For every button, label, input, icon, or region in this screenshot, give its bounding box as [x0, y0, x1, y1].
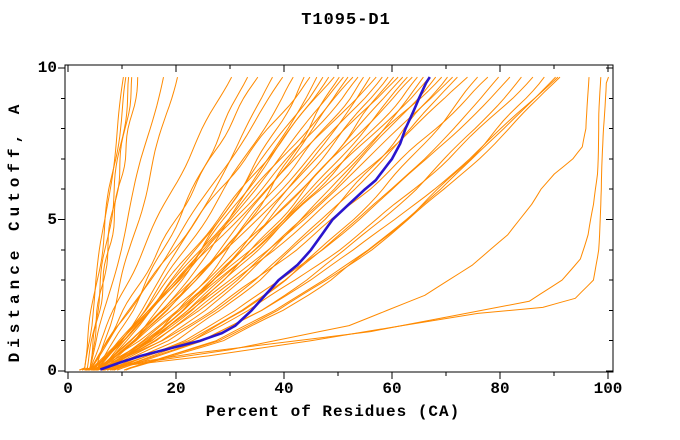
model-curve — [79, 77, 124, 371]
model-curve — [104, 76, 340, 371]
x-axis-label: Percent of Residues (CA) — [205, 403, 461, 421]
x-tick-label: 40 — [274, 380, 294, 398]
outlier-curve — [89, 76, 609, 370]
y-tick-label: 10 — [37, 59, 57, 77]
outlier-curve — [92, 77, 602, 370]
model-curve — [106, 76, 534, 371]
x-tick-label: 20 — [166, 380, 186, 398]
plot-title: T1095-D1 — [301, 11, 391, 30]
outlier-curve — [94, 77, 590, 370]
model-curve — [113, 76, 478, 371]
y-axis-label: Distance Cutoff, A — [6, 99, 24, 363]
model-curve — [109, 76, 499, 371]
x-tick-label: 100 — [593, 380, 623, 398]
model-curve — [94, 76, 413, 371]
model-curve — [97, 76, 354, 371]
model-curve — [102, 76, 424, 371]
model-curve — [90, 76, 178, 371]
model-curve — [93, 76, 399, 371]
model-curve — [85, 76, 233, 371]
model-curve — [101, 76, 404, 371]
model-curve — [79, 77, 127, 371]
plot-frame — [64, 64, 614, 373]
model-curve — [86, 76, 377, 371]
model-curve — [92, 76, 294, 371]
model-curve — [97, 76, 489, 371]
model-curve — [91, 76, 249, 371]
model-curve — [85, 76, 259, 371]
highlight-curve — [99, 76, 431, 371]
model-curve — [124, 76, 556, 371]
model-curve — [97, 76, 324, 371]
model-curve — [84, 76, 164, 371]
model-curve — [100, 76, 437, 371]
y-tick-label: 0 — [47, 362, 57, 380]
model-curve — [100, 76, 305, 371]
model-curve — [111, 76, 511, 371]
model-curve — [113, 76, 559, 371]
model-curve — [85, 76, 311, 371]
model-curve — [91, 76, 430, 371]
model-curve — [84, 77, 139, 371]
model-curve — [124, 76, 561, 371]
x-tick-label: 60 — [382, 380, 402, 398]
model-curve — [125, 76, 545, 371]
model-curve — [84, 77, 133, 371]
model-curve — [104, 76, 458, 371]
x-tick-label: 80 — [490, 380, 510, 398]
model-curve — [93, 76, 453, 371]
model-curve — [92, 76, 335, 371]
model-curve — [102, 76, 468, 371]
y-tick-label: 5 — [47, 210, 57, 229]
model-curve — [100, 76, 443, 371]
x-tick-label: 0 — [63, 380, 73, 398]
model-curve — [95, 76, 364, 371]
